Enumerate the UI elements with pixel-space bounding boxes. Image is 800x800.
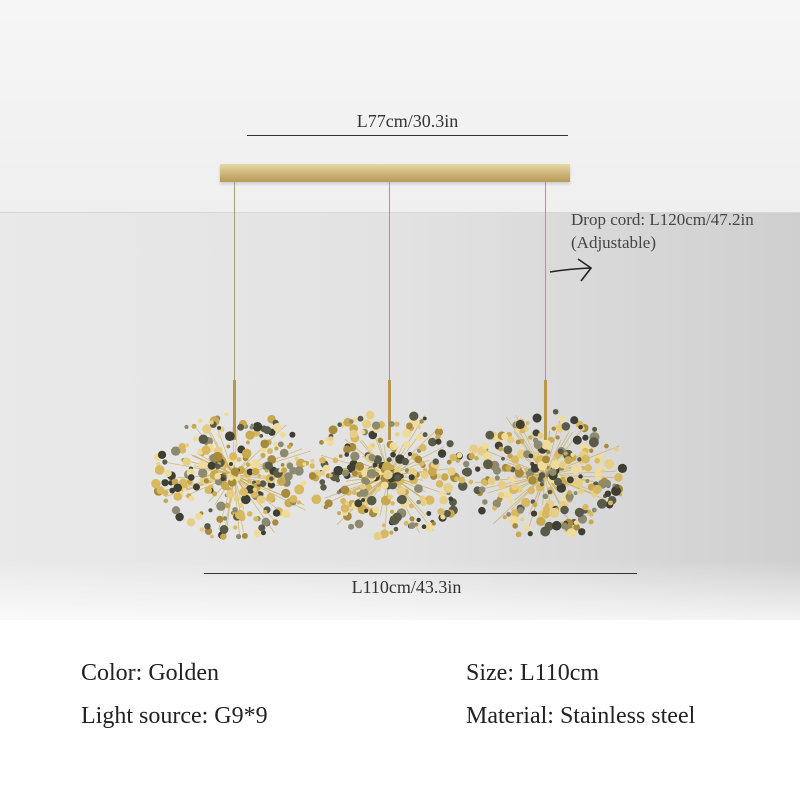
ceiling-canopy (220, 164, 570, 182)
chandelier-3 (462, 408, 628, 538)
adjustable-label: (Adjustable) (571, 233, 656, 252)
drop-cord-label: Drop cord: L120cm/47.2in (571, 210, 754, 229)
cord (389, 182, 390, 390)
chandelier-1 (151, 412, 317, 540)
drop-cord-note: Drop cord: L120cm/47.2in (Adjustable) (571, 208, 754, 254)
rod (544, 380, 547, 440)
total-length-label: L110cm/43.3in (351, 577, 462, 597)
total-dimension-line (204, 573, 637, 574)
spec-material: Material: Stainless steel (466, 703, 696, 729)
chandelier-2 (308, 410, 469, 541)
canopy-length-label: L77cm/30.3in (356, 111, 459, 131)
spec-color: Color: Golden (81, 660, 219, 686)
cord (545, 182, 546, 390)
rod (388, 380, 391, 440)
rod (233, 380, 236, 440)
arrow-right-icon (549, 258, 593, 282)
spec-size: Size: L110cm (466, 660, 600, 686)
canopy-dimension-line (247, 135, 568, 136)
cord (234, 182, 235, 390)
spec-light-source: Light source: G9*9 (81, 703, 268, 729)
chandelier-illustration (151, 408, 628, 541)
